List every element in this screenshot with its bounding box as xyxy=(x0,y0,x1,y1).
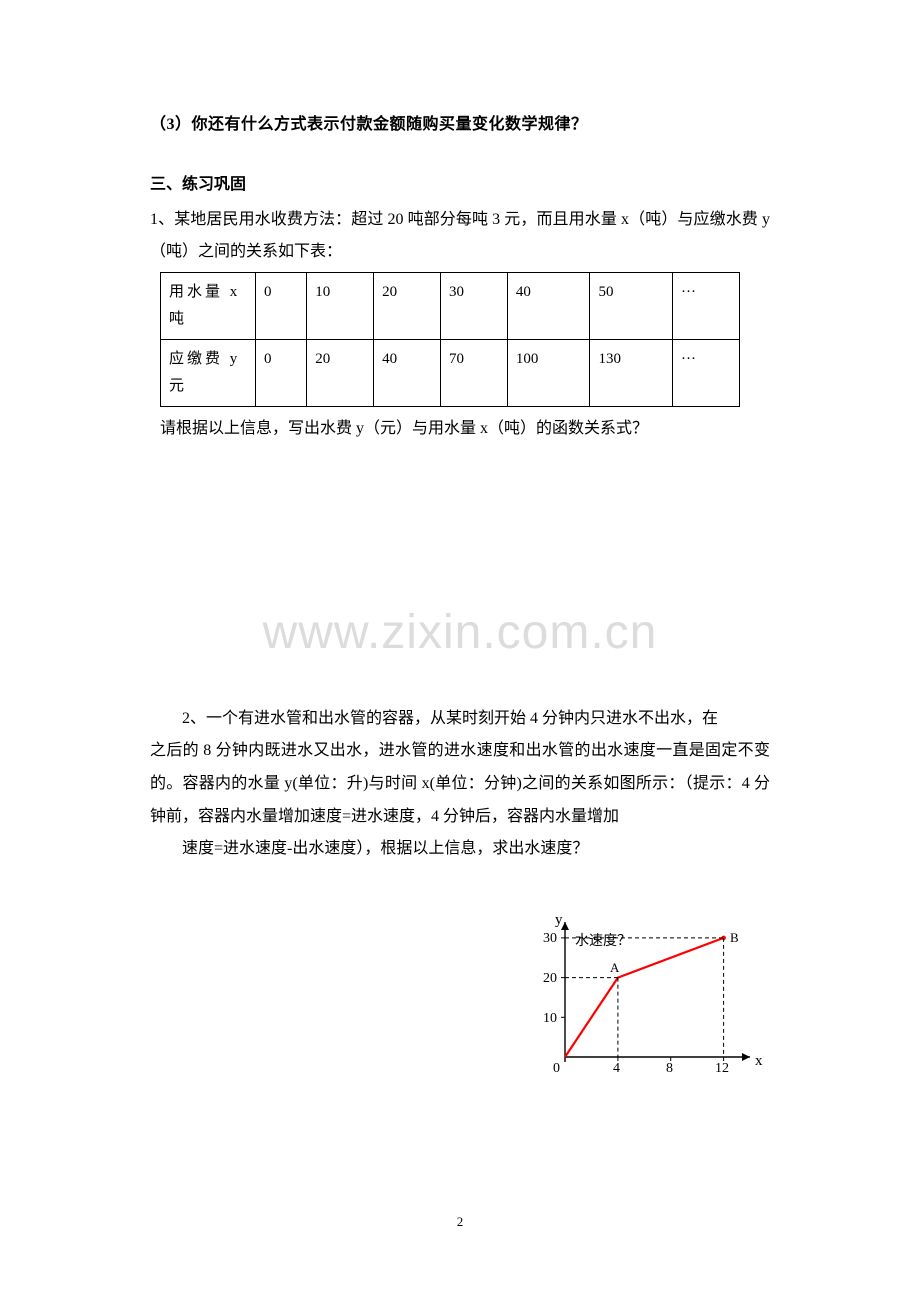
question-3: （3）你还有什么方式表示付款金额随购买量变化数学规律？ xyxy=(150,110,770,134)
cell: 130 xyxy=(590,340,673,407)
cell: 70 xyxy=(441,340,508,407)
problem-2-line3: 速度=进水速度-出水速度），根据以上信息，求出水速度？ xyxy=(150,833,770,865)
cell: 0 xyxy=(256,340,307,407)
mid-chart-label: 水速度？ xyxy=(575,933,631,949)
section-3-title: 三、练习巩固 xyxy=(150,170,770,194)
problem-1-question: 请根据以上信息，写出水费 y（元）与用水量 x（吨）的函数关系式？ xyxy=(160,413,770,445)
point-a-label: A xyxy=(610,960,620,975)
problem-2-line1: 2、一个有进水管和出水管的容器，从某时刻开始 4 分钟内只进水不出水，在 xyxy=(150,703,770,735)
row-label-x: 用水量 x 吨 xyxy=(161,273,256,340)
cell: 20 xyxy=(374,273,441,340)
cell: 40 xyxy=(507,273,590,340)
cell: 10 xyxy=(307,273,374,340)
cell: ··· xyxy=(673,273,740,340)
problem-2-body: 之后的 8 分钟内既进水又出水，进水管的进水速度和出水管的出水速度一直是固定不变… xyxy=(150,735,770,833)
cell: 50 xyxy=(590,273,673,340)
ytick-30: 30 xyxy=(543,931,557,946)
table-row: 用水量 x 吨 0 10 20 30 40 50 ··· xyxy=(161,273,740,340)
point-b-label: B xyxy=(730,930,739,945)
ytick-10: 10 xyxy=(543,1011,557,1026)
cell: 0 xyxy=(256,273,307,340)
cell: 20 xyxy=(307,340,374,407)
cell: 40 xyxy=(374,340,441,407)
xtick-4: 4 xyxy=(613,1061,620,1076)
cell: 100 xyxy=(507,340,590,407)
xtick-12: 12 xyxy=(715,1061,729,1076)
x-axis-label: x xyxy=(755,1053,763,1069)
row-label-y: 应缴费 y 元 xyxy=(161,340,256,407)
problem-1-text: 1、某地居民用水收费方法：超过 20 吨部分每吨 3 元，而且用水量 x（吨）与… xyxy=(150,204,770,268)
origin-label: 0 xyxy=(553,1061,560,1076)
water-chart: y x 30 20 10 0 4 8 12 A B 水速度？ xyxy=(525,912,765,1082)
table-row: 应缴费 y 元 0 20 40 70 100 130 ··· xyxy=(161,340,740,407)
ytick-20: 20 xyxy=(543,971,557,986)
water-fee-table: 用水量 x 吨 0 10 20 30 40 50 ··· 应缴费 y 元 0 2… xyxy=(160,272,740,407)
page-number: 2 xyxy=(0,1214,920,1230)
cell: 30 xyxy=(441,273,508,340)
xtick-8: 8 xyxy=(666,1061,673,1076)
y-axis-label: y xyxy=(555,912,563,928)
cell: ··· xyxy=(673,340,740,407)
